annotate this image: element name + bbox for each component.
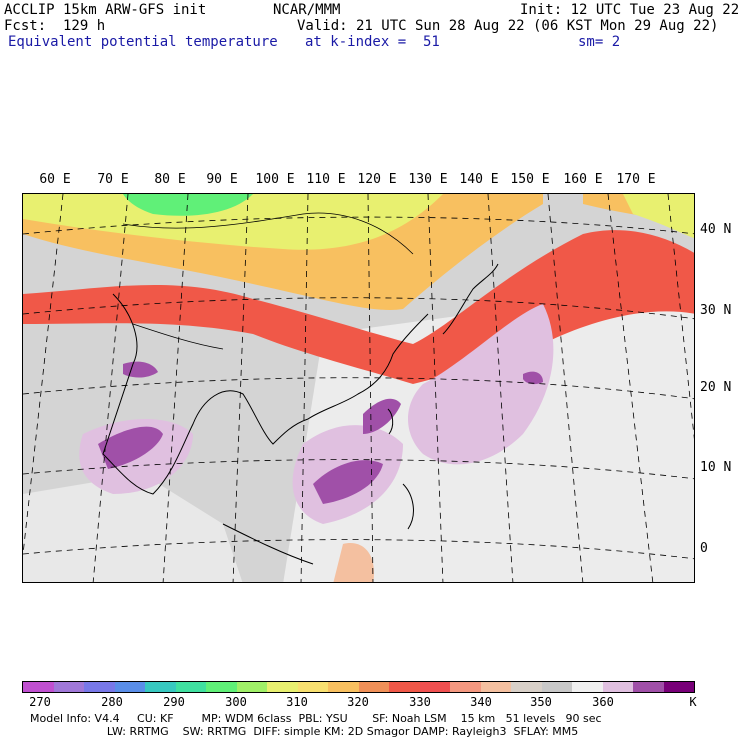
- lat-label: 40 N: [700, 222, 732, 237]
- colorbar-tick: 320: [347, 695, 369, 709]
- colorbar-swatch: [358, 682, 389, 692]
- model-info-line1: Model Info: V4.4 CU: KF MP: WDM 6class P…: [30, 712, 602, 725]
- colorbar-tick: 350: [530, 695, 552, 709]
- colorbar-tick: 340: [470, 695, 492, 709]
- field-yellow-region: [23, 194, 443, 250]
- colorbar-swatch: [633, 682, 664, 692]
- lon-label: 120 E: [357, 172, 397, 187]
- colorbar-tick: 310: [286, 695, 308, 709]
- lon-label: 70 E: [97, 172, 129, 187]
- colorbar-swatch: [450, 682, 481, 692]
- field-purple-taiwan: [363, 398, 401, 434]
- colorbar-tick: 360: [592, 695, 614, 709]
- colorbar-swatch: [297, 682, 328, 692]
- init-time: Init: 12 UTC Tue 23 Aug 22: [520, 2, 740, 18]
- map-panel: [22, 193, 695, 583]
- colorbar-tick: 280: [101, 695, 123, 709]
- field-yellow-ne: [623, 194, 694, 239]
- lon-label: 60 E: [39, 172, 71, 187]
- colorbar-swatch: [328, 682, 359, 692]
- colorbar-swatch: [53, 682, 84, 692]
- field-light-indian: [23, 474, 243, 582]
- graticule-lat: [23, 539, 694, 560]
- colorbar: [22, 681, 695, 693]
- colorbar-unit: K: [689, 695, 697, 709]
- field-green-patch: [123, 194, 253, 216]
- graticule-lat: [23, 297, 694, 320]
- level-index: at k-index = 51: [305, 34, 440, 50]
- colorbar-swatch: [84, 682, 115, 692]
- colorbar-swatch: [206, 682, 237, 692]
- colorbar-tick: 330: [409, 695, 431, 709]
- coastline-japan: [442, 263, 499, 335]
- lon-label: 110 E: [306, 172, 346, 187]
- lon-label: 160 E: [563, 172, 603, 187]
- colorbar-swatch: [145, 682, 176, 692]
- lat-label: 10 N: [700, 460, 732, 475]
- model-title: ACCLIP 15km ARW-GFS init: [4, 2, 207, 18]
- colorbar-swatch: [419, 682, 450, 692]
- colorbar-swatch: [236, 682, 267, 692]
- coastline-philippines: [402, 483, 414, 530]
- lat-label: 0: [700, 541, 708, 556]
- lon-label: 90 E: [206, 172, 238, 187]
- colorbar-tick: 300: [225, 695, 247, 709]
- graticule-lat: [23, 216, 694, 235]
- border-mongolia: [122, 212, 414, 255]
- graticule-lat: [23, 459, 694, 480]
- colorbar-swatch: [511, 682, 542, 692]
- graticule-lon: [23, 194, 64, 555]
- forecast-hour: Fcst: 129 h: [4, 18, 106, 34]
- theta-e-field: [23, 194, 694, 582]
- field-purple-pacific: [523, 371, 543, 385]
- field-purple-india: [98, 426, 163, 469]
- lat-label: 20 N: [700, 380, 732, 395]
- colorbar-swatch: [389, 682, 420, 692]
- colorbar-swatch: [602, 682, 633, 692]
- colorbar-tick: 270: [29, 695, 51, 709]
- coastline-taiwan: [387, 408, 394, 435]
- colorbar-tick: 290: [163, 695, 185, 709]
- coastline-asia: [102, 293, 429, 495]
- lon-label: 80 E: [154, 172, 186, 187]
- lat-label: 30 N: [700, 303, 732, 318]
- field-name: Equivalent potential temperature: [8, 34, 278, 50]
- org-label: NCAR/MMM: [273, 2, 341, 18]
- colorbar-swatch: [175, 682, 206, 692]
- lon-label: 140 E: [459, 172, 499, 187]
- field-salmon-south: [333, 543, 374, 582]
- valid-time: Valid: 21 UTC Sun 28 Aug 22 (06 KST Mon …: [297, 18, 719, 34]
- model-info-line2: LW: RRTMG SW: RRTMG DIFF: simple KM: 2D …: [30, 725, 579, 738]
- colorbar-swatch: [23, 682, 54, 692]
- colorbar-swatch: [663, 682, 694, 692]
- colorbar-swatch: [114, 682, 145, 692]
- coastline-indonesia: [222, 523, 314, 565]
- graticule: [23, 194, 694, 582]
- field-lilac-pacific: [408, 304, 554, 465]
- border-himalaya: [132, 323, 224, 350]
- colorbar-swatch: [267, 682, 298, 692]
- colorbar-swatch: [541, 682, 572, 692]
- lon-label: 150 E: [510, 172, 550, 187]
- smoothing: sm= 2: [578, 34, 621, 50]
- graticule-lat: [23, 377, 694, 400]
- lon-label: 170 E: [616, 172, 656, 187]
- field-purple-bay: [123, 361, 158, 378]
- colorbar-swatch: [480, 682, 511, 692]
- lon-label: 100 E: [255, 172, 295, 187]
- field-purple-scs: [313, 460, 383, 504]
- colorbar-swatch: [572, 682, 603, 692]
- lon-label: 130 E: [408, 172, 448, 187]
